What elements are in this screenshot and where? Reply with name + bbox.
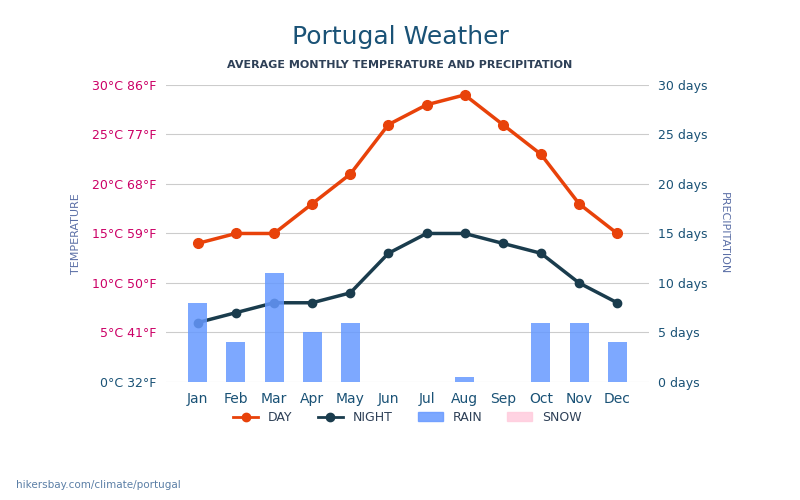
Bar [265, 273, 283, 382]
Text: AVERAGE MONTHLY TEMPERATURE AND PRECIPITATION: AVERAGE MONTHLY TEMPERATURE AND PRECIPIT… [227, 60, 573, 70]
Bar [302, 332, 322, 382]
Y-axis label: PRECIPITATION: PRECIPITATION [719, 192, 729, 274]
Legend: DAY, NIGHT, RAIN, SNOW: DAY, NIGHT, RAIN, SNOW [228, 406, 587, 429]
Bar [455, 377, 474, 382]
Bar [608, 342, 626, 382]
Bar [570, 322, 589, 382]
Bar [226, 342, 246, 382]
Text: hikersbay.com/climate/portugal: hikersbay.com/climate/portugal [16, 480, 181, 490]
Bar [341, 322, 360, 382]
Text: Portugal Weather: Portugal Weather [291, 25, 509, 49]
Bar [531, 322, 550, 382]
Bar [188, 303, 207, 382]
Y-axis label: TEMPERATURE: TEMPERATURE [71, 193, 81, 274]
